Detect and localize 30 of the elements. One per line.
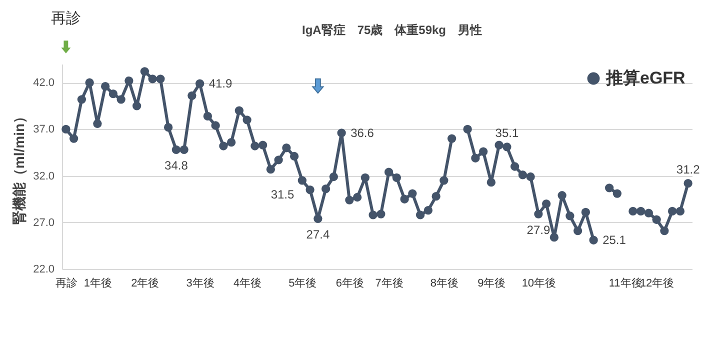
y-tick-label: 27.0 — [33, 216, 54, 229]
data-label: 27.9 — [526, 223, 550, 238]
text: 再診 — [50, 10, 81, 27]
data-label: 25.1 — [602, 233, 626, 248]
x-tick-label: 4年後 — [234, 278, 262, 290]
x-tick-label: 7年後 — [375, 278, 404, 290]
y-axis-title: 腎機能（ml/min） — [11, 109, 28, 225]
x-tick-label: 10年後 — [522, 278, 556, 290]
x-tick-label: 8年後 — [430, 278, 458, 290]
x-tick-label: 3年後 — [186, 278, 214, 290]
x-tick-label: 6年後 — [336, 278, 364, 290]
y-tick-label: 42.0 — [33, 77, 54, 90]
data-label: 35.1 — [495, 126, 519, 140]
data-label: 31.5 — [270, 187, 295, 202]
chart-title: IgA腎症 75歳 体重59kg 男性 — [302, 23, 482, 37]
y-tick-label: 32.0 — [33, 170, 54, 182]
data-label: 27.4 — [306, 228, 330, 242]
x-tick-label: 11年後 — [608, 278, 642, 290]
x-tick-label: 再診 — [55, 276, 78, 290]
x-tick-label: 9年後 — [478, 278, 506, 290]
legend-label: 推算eGFR — [605, 68, 686, 88]
data-label: 36.6 — [350, 126, 374, 140]
data-label: 34.8 — [164, 158, 188, 173]
x-tick-label: 1年後 — [84, 278, 112, 290]
y-tick-label: 37.0 — [33, 124, 54, 136]
data-label: 41.9 — [208, 76, 232, 91]
y-tick-label: 22.0 — [33, 264, 54, 276]
x-tick-label: 5年後 — [288, 278, 317, 290]
data-label: 31.2 — [676, 162, 700, 176]
x-tick-label: 2年後 — [131, 278, 160, 290]
